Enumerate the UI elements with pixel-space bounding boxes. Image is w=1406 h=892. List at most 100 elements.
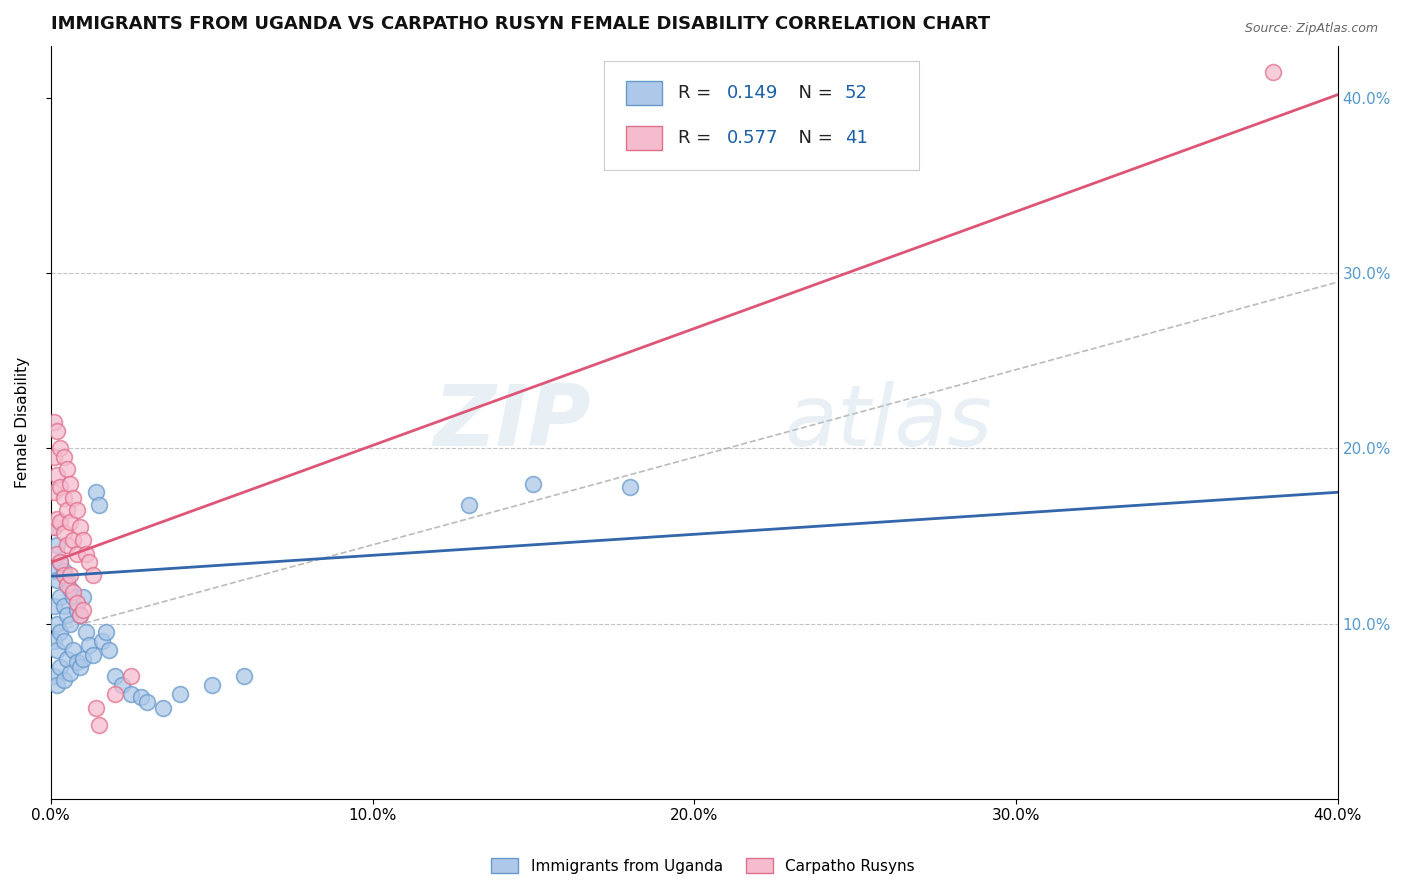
Point (120, 687, 142, 701)
Point (59, 476, 82, 491)
Point (72, 651, 94, 665)
Point (69, 607, 91, 622)
Point (59, 665, 82, 680)
Point (72, 533, 94, 547)
Point (49, 660, 72, 674)
Point (52, 491, 75, 505)
Point (84, 700, 107, 714)
Text: Source: ZipAtlas.com: Source: ZipAtlas.com (1244, 22, 1378, 36)
Point (72, 591, 94, 605)
Text: 0.577: 0.577 (727, 129, 778, 147)
Legend: Immigrants from Uganda, Carpatho Rusyns: Immigrants from Uganda, Carpatho Rusyns (485, 852, 921, 880)
Point (129, 690, 152, 705)
FancyBboxPatch shape (626, 127, 662, 151)
Point (42, 599, 65, 613)
Point (75, 625, 97, 640)
Point (79, 555, 101, 569)
Point (91, 634, 114, 648)
Point (46, 424, 69, 438)
Point (59, 616, 82, 631)
Point (42, 564, 65, 578)
Point (104, 669, 127, 683)
Point (46, 511, 69, 525)
Point (42, 415, 65, 429)
Point (62, 533, 84, 547)
Point (49, 515, 72, 529)
FancyBboxPatch shape (605, 61, 920, 170)
Point (619, 480, 641, 494)
Point (69, 520, 91, 534)
Point (104, 687, 127, 701)
Point (56, 651, 79, 665)
Point (87, 498, 110, 512)
Point (82, 567, 104, 582)
Point (52, 567, 75, 582)
Point (42, 520, 65, 534)
Point (201, 678, 224, 692)
Point (65, 547, 87, 561)
Point (62, 591, 84, 605)
Point (79, 638, 101, 652)
Text: N =: N = (787, 129, 838, 147)
Point (110, 678, 132, 692)
Point (120, 669, 142, 683)
Point (42, 669, 65, 683)
Point (49, 625, 72, 640)
Point (49, 555, 72, 569)
Point (52, 599, 75, 613)
Point (169, 687, 191, 701)
Point (458, 498, 481, 512)
Point (46, 678, 69, 692)
Point (59, 582, 82, 596)
Point (232, 669, 254, 683)
Point (56, 607, 79, 622)
Point (56, 573, 79, 587)
Point (65, 602, 87, 616)
Point (84, 485, 107, 500)
Point (42, 520, 65, 534)
FancyBboxPatch shape (626, 81, 662, 105)
Text: 41: 41 (845, 129, 868, 147)
Point (52, 673, 75, 687)
Text: IMMIGRANTS FROM UGANDA VS CARPATHO RUSYN FEMALE DISABILITY CORRELATION CHART: IMMIGRANTS FROM UGANDA VS CARPATHO RUSYN… (51, 15, 990, 33)
Point (46, 573, 69, 587)
Point (65, 596, 87, 610)
Point (69, 607, 91, 622)
Point (56, 578, 79, 592)
Point (59, 567, 82, 582)
Point (62, 643, 84, 657)
Point (69, 660, 91, 674)
Point (87, 718, 110, 732)
Point (522, 476, 544, 491)
Point (82, 648, 104, 662)
Point (136, 695, 159, 709)
Point (94, 625, 117, 640)
Point (42, 450, 65, 465)
Point (46, 467, 69, 482)
Text: ZIP: ZIP (433, 381, 592, 464)
Point (42, 634, 65, 648)
Point (72, 602, 94, 616)
Point (1263, 65, 1285, 79)
Text: R =: R = (678, 84, 717, 102)
Point (46, 538, 69, 552)
Text: N =: N = (787, 84, 838, 102)
Y-axis label: Female Disability: Female Disability (15, 357, 30, 488)
Point (56, 462, 79, 476)
Point (52, 450, 75, 465)
Point (46, 547, 69, 561)
Point (49, 480, 72, 494)
Point (49, 555, 72, 569)
Point (46, 616, 69, 631)
Text: 0.149: 0.149 (727, 84, 778, 102)
Point (65, 503, 87, 517)
Point (75, 547, 97, 561)
Point (42, 485, 65, 500)
Text: atlas: atlas (785, 381, 993, 464)
Point (49, 442, 72, 456)
Point (52, 634, 75, 648)
Point (52, 564, 75, 578)
Point (52, 525, 75, 540)
Point (56, 503, 79, 517)
Point (97, 643, 120, 657)
